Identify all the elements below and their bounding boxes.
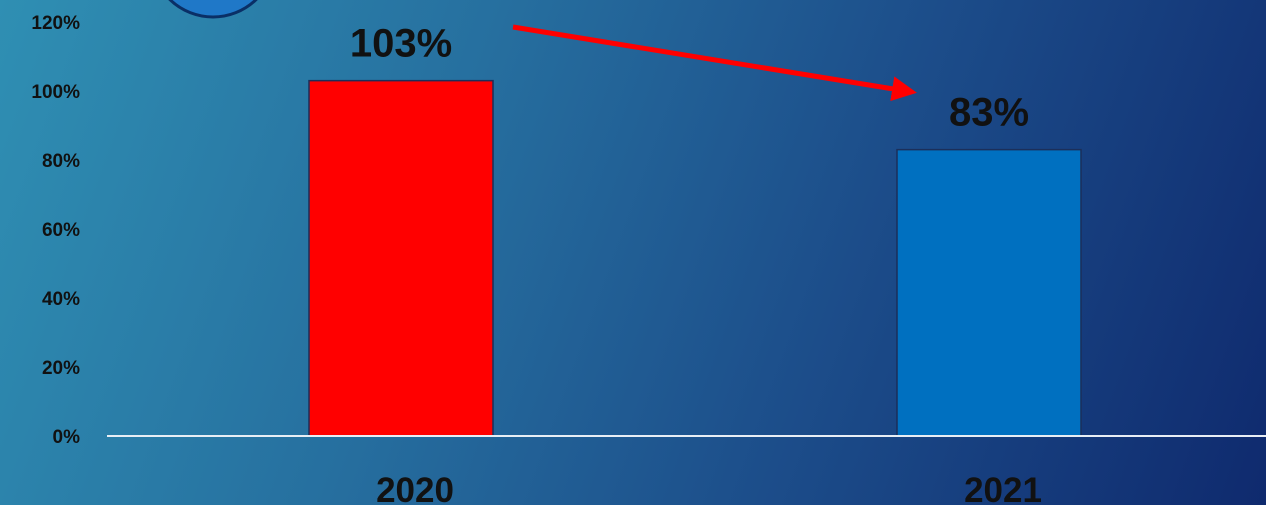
bars — [308, 79, 1082, 437]
y-tick-label: 20% — [42, 358, 80, 379]
y-tick-label: 40% — [42, 289, 80, 310]
trend-arrow — [512, 24, 917, 102]
x-tick-label: 2020 — [376, 471, 454, 505]
data-labels: 103% 83% — [350, 22, 1029, 135]
y-tick-label: 60% — [42, 220, 80, 241]
y-tick-label: 0% — [53, 427, 81, 448]
x-tick-label: 2021 — [964, 471, 1042, 505]
data-label: 103% — [350, 22, 452, 66]
bar-2021 — [896, 148, 1082, 437]
y-tick-label: 100% — [31, 82, 80, 103]
bar-2020 — [308, 79, 494, 437]
x-axis: 2020 2021 — [376, 471, 1042, 505]
y-tick-label: 80% — [42, 151, 80, 172]
decorative-badge-circle — [168, 0, 258, 19]
y-axis: 0% 20% 40% 60% 80% 100% 120% — [31, 13, 80, 448]
y-tick-label: 120% — [31, 13, 80, 34]
data-label: 83% — [949, 91, 1029, 135]
